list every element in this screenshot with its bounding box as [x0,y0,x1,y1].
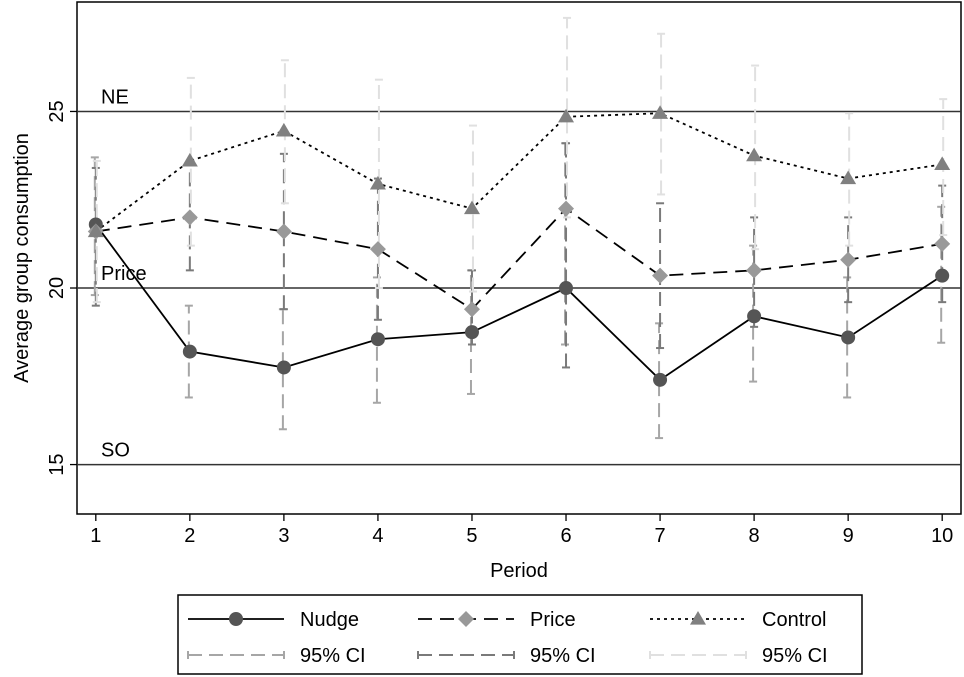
series-marker-price [746,262,763,279]
series-marker-price [934,235,951,252]
x-tick-label: 4 [372,525,383,547]
plot-area: NE Price SO [76,1,962,515]
series-marker-nudge [747,309,762,324]
x-tick-label: 1 [90,525,101,547]
series-marker-control [840,170,857,185]
legend-item: Control [650,609,826,631]
y-tick-label: 15 [46,453,68,475]
series-marker-control [746,147,763,162]
series-marker-price [369,241,386,258]
legend-marker [690,611,706,625]
series-marker-control [181,152,198,167]
reference-label: SO [101,440,130,462]
series-marker-price [181,209,198,226]
legend-marker [229,612,243,626]
x-tick-label: 5 [466,525,477,547]
series-marker-nudge [182,344,197,359]
series-marker-nudge [464,325,479,340]
legend-label: Nudge [300,609,359,631]
series-marker-price [275,223,292,240]
legend-label: Price [530,609,576,631]
legend-item: 95% CI [417,645,596,667]
reference-label: NE [101,86,129,108]
y-axis: 15 20 25 [46,100,77,476]
legend-marker [458,611,474,627]
x-tick-label: 7 [655,525,666,547]
series-lines [95,112,943,381]
series-marker-control [652,105,669,119]
legend-label: Control [762,609,826,631]
series-marker-control [369,175,386,190]
series-marker-price [840,251,857,268]
legend-label: 95% CI [530,645,596,667]
y-tick-label: 20 [46,277,68,299]
x-axis-title: Period [490,560,548,582]
x-tick-label: 8 [749,525,760,547]
series-line-control [95,112,943,233]
x-tick-label: 3 [278,525,289,547]
legend-box [177,594,863,675]
series-line-nudge [95,223,943,381]
x-tick-label: 10 [931,525,953,547]
x-tick-label: 2 [184,525,195,547]
legend-label: 95% CI [762,645,828,667]
series-marker-price [558,200,575,217]
x-tick-label: 9 [843,525,854,547]
series-markers [87,105,951,387]
series-marker-control [275,122,292,137]
series-marker-price [652,267,669,284]
series-marker-nudge [276,360,291,375]
legend-item: 95% CI [649,645,828,667]
legend-item: Nudge [188,609,359,631]
reference-label: Price [101,263,147,285]
y-tick-label: 25 [46,100,68,122]
series-line-price [95,207,943,311]
series-marker-control [934,156,951,171]
series-marker-nudge [559,281,574,296]
x-tick-label: 6 [560,525,571,547]
legend-item: 95% CI [187,645,366,667]
x-axis: 1 2 3 4 5 6 7 8 9 10 [90,514,953,547]
series-marker-price [463,301,480,318]
series-marker-nudge [653,372,668,387]
legend: Nudge Price Control 95% CI 95% CI 95% CI [177,594,863,675]
series-marker-nudge [370,332,385,347]
legend-label: 95% CI [300,645,366,667]
series-marker-control [558,108,575,123]
reference-lines: NE Price SO [77,86,961,466]
series-marker-nudge [935,268,950,283]
series-marker-nudge [841,330,856,345]
series-marker-control [463,200,480,215]
y-axis-title: Average group consumption [11,133,33,383]
legend-items: Nudge Price Control 95% CI 95% CI 95% CI [187,609,828,667]
legend-item: Price [418,609,576,631]
series-marker-control [87,223,104,238]
